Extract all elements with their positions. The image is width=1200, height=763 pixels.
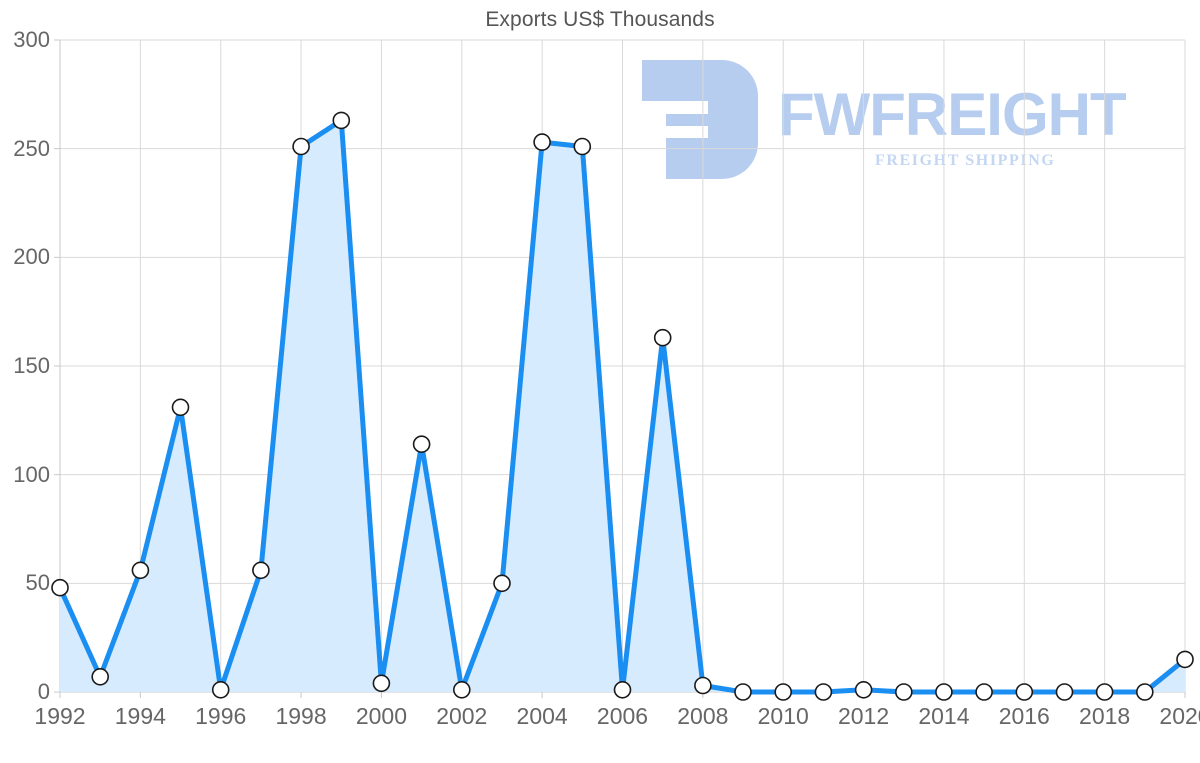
x-axis-tick-label: 2018 bbox=[1079, 703, 1131, 729]
data-point-marker[interactable]: 2009: 0 bbox=[734, 683, 752, 701]
data-point-marker[interactable]: 2007: 163 bbox=[653, 328, 672, 347]
y-axis-tick-label: 150 bbox=[13, 353, 50, 378]
x-axis-tick-label: 2004 bbox=[516, 703, 568, 729]
x-axis-tick-label: 2020 bbox=[1159, 703, 1200, 729]
data-point-marker[interactable]: 1995: 131 bbox=[171, 398, 190, 417]
x-axis-tick-label: 1998 bbox=[275, 703, 327, 729]
data-point-marker[interactable]: 2006: 1 bbox=[613, 680, 632, 699]
data-point-marker[interactable]: 2016: 0 bbox=[1015, 683, 1034, 701]
data-point-marker[interactable]: 1996: 1 bbox=[211, 680, 230, 699]
y-axis-tick-label: 300 bbox=[13, 27, 50, 52]
x-axis-tick-label: 1994 bbox=[114, 703, 166, 729]
data-point-marker[interactable]: 1999: 263 bbox=[332, 111, 351, 130]
chart-title: Exports US$ Thousands bbox=[485, 8, 715, 31]
data-point-marker[interactable]: 2008: 3 bbox=[694, 676, 712, 695]
x-axis-tick-label: 2012 bbox=[837, 703, 890, 729]
data-point-marker[interactable]: 2003: 50 bbox=[493, 574, 511, 593]
x-axis-tick-label: 1996 bbox=[195, 703, 247, 729]
y-axis-tick-label: 0 bbox=[37, 679, 50, 704]
y-axis-tick-label: 100 bbox=[13, 461, 50, 487]
data-point-marker[interactable]: 1994: 56 bbox=[131, 561, 150, 580]
data-point-marker[interactable]: 1992: 48 bbox=[51, 578, 69, 597]
data-point-marker[interactable]: 2013: 0 bbox=[894, 683, 913, 701]
gridlines bbox=[59, 39, 1186, 693]
data-point-marker[interactable]: 2000: 4 bbox=[372, 674, 391, 693]
x-axis-tick-label: 2006 bbox=[596, 703, 649, 729]
data-point-marker[interactable]: 1993: 7 bbox=[91, 667, 109, 686]
area-fill bbox=[60, 120, 1185, 692]
data-point-markers[interactable]: 1992: 48 1993: 7 1994: 56 1995: 131 1996: 1 1… bbox=[51, 111, 1194, 701]
x-axis-tick-label: 2008 bbox=[677, 703, 729, 729]
data-point-marker[interactable]: 2010: 0 bbox=[774, 683, 793, 701]
y-axis-tick-label: 250 bbox=[13, 135, 50, 161]
x-axis-tick-label: 2002 bbox=[436, 703, 488, 729]
y-axis-tick-label: 50 bbox=[25, 570, 50, 596]
x-axis-tick-label: 2000 bbox=[355, 703, 407, 729]
data-point-marker[interactable]: 2019: 0 bbox=[1136, 683, 1154, 701]
x-axis-tick-label: 2014 bbox=[918, 703, 970, 729]
data-point-marker[interactable]: 2002: 1 bbox=[452, 680, 471, 699]
data-point-marker[interactable]: 2001: 114 bbox=[412, 435, 431, 454]
y-axis-tick-label: 200 bbox=[13, 244, 50, 270]
x-axis-tick-label: 2010 bbox=[757, 703, 809, 729]
x-axis-tick-label: 1992 bbox=[34, 703, 86, 729]
data-point-marker[interactable]: 2017: 0 bbox=[1055, 683, 1074, 701]
data-point-marker[interactable]: 2005: 251 bbox=[573, 137, 592, 156]
data-point-marker[interactable]: 2004: 253 bbox=[533, 133, 551, 151]
data-point-marker[interactable]: 1998: 251 bbox=[292, 137, 310, 156]
data-point-marker[interactable]: 2012: 1 bbox=[854, 680, 873, 699]
data-point-marker[interactable]: 2015: 0 bbox=[975, 683, 993, 701]
data-point-marker[interactable]: 1997: 56 bbox=[252, 561, 270, 580]
data-point-marker[interactable]: 2014: 0 bbox=[935, 683, 953, 701]
data-point-marker[interactable]: 2011: 0 bbox=[814, 683, 833, 701]
data-point-marker[interactable]: 2018: 0 bbox=[1095, 683, 1114, 701]
x-axis-tick-label: 2016 bbox=[998, 703, 1050, 729]
data-point-marker[interactable]: 2020: 15 bbox=[1176, 650, 1194, 669]
axis-lines bbox=[54, 39, 1186, 698]
